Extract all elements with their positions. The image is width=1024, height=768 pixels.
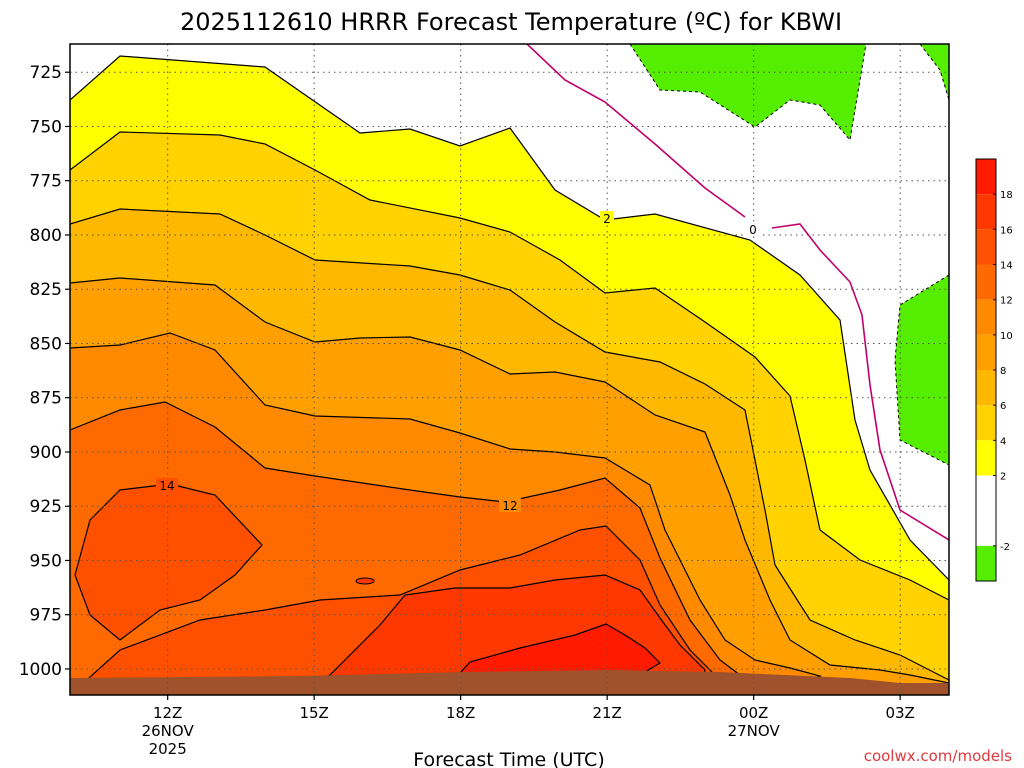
plot-frame — [69, 43, 950, 696]
colorbar-tick-label-0: 18 — [1000, 190, 1013, 201]
band-green-top-right — [919, 44, 949, 101]
contour-label-12: 12 — [502, 499, 517, 513]
contour-label-14: 14 — [159, 479, 174, 493]
x-tick-label-18: 18Z — [446, 704, 475, 722]
colorbar-tick-label-4: 10 — [1000, 331, 1013, 342]
y-tick-label-925: 925 — [30, 497, 62, 517]
x-tick-label-27: 03Z — [885, 704, 914, 722]
x-tick-label-21: 21Z — [592, 704, 621, 722]
y-tick-label-825: 825 — [30, 280, 62, 300]
y-tick-label-1000: 1000 — [19, 660, 62, 680]
x-tick-label-12: 12Z — [153, 704, 182, 722]
colorbar-tick-label-7: 4 — [1000, 436, 1006, 447]
y-tick-label-800: 800 — [30, 226, 62, 246]
y-tick-label-750: 750 — [30, 117, 62, 137]
colorbar-tick-label-1: 16 — [1000, 225, 1013, 236]
colorbar-bin-10 — [976, 545, 996, 581]
colorbar-tick-label-2: 14 — [1000, 261, 1013, 272]
colorbar-bin-9 — [976, 475, 996, 546]
temperature-field — [70, 44, 949, 695]
y-axis: 725 750 775 800 825 850 875 900 925 950 975 1000 — [19, 63, 70, 680]
contour-label-2: 2 — [603, 212, 611, 226]
x-tick-sublabel-24-0: 27NOV — [728, 722, 781, 740]
band-small-eddy — [355, 577, 375, 585]
colorbar-bin-4 — [976, 299, 996, 335]
x-tick-label-15: 15Z — [299, 704, 328, 722]
x-tick-label-24: 00Z — [739, 704, 768, 722]
colorbar-tick-label-3: 12 — [1000, 296, 1013, 307]
colorbar-bin-6 — [976, 370, 996, 406]
y-tick-label-850: 850 — [30, 334, 62, 354]
x-axis-label: Forecast Time (UTC) — [413, 749, 604, 768]
colorbar-bin-7 — [976, 405, 996, 441]
band-green-top — [629, 44, 867, 142]
grid — [70, 44, 949, 695]
credit-text: coolwx.com/models — [864, 747, 1012, 765]
freezing-line — [526, 44, 949, 541]
y-tick-label-950: 950 — [30, 551, 62, 571]
x-tick-sublabel-12-1: 2025 — [149, 740, 187, 758]
contour-label-0: 0 — [749, 223, 757, 237]
y-tick-label-725: 725 — [30, 63, 62, 83]
y-tick-label-875: 875 — [30, 389, 62, 409]
band-red-orange-left — [74, 483, 263, 641]
contour-labels: 14 12 2 0 — [156, 211, 760, 513]
colorbar-bin-8 — [976, 440, 996, 476]
colorbar-tick-label-6: 6 — [1000, 401, 1006, 412]
y-tick-label-900: 900 — [30, 443, 62, 463]
ground — [70, 670, 949, 695]
band-green-right — [894, 274, 949, 466]
colorbar-bin-0 — [976, 159, 996, 195]
colorbar: 18 16 14 12 10 8 6 4 2 -2 — [975, 158, 1013, 582]
colorbar-tick-label-9: -2 — [1000, 542, 1010, 553]
colorbar-bin-2 — [976, 229, 996, 265]
colorbar-bin-3 — [976, 264, 996, 300]
chart-title: 2025112610 HRRR Forecast Temperature (ºC… — [180, 8, 842, 36]
colorbar-tick-label-5: 8 — [1000, 366, 1006, 377]
colorbar-tick-label-8: 2 — [1000, 472, 1006, 483]
y-tick-label-975: 975 — [30, 606, 62, 626]
x-tick-sublabel-12-0: 26NOV — [142, 722, 195, 740]
colorbar-bin-1 — [976, 194, 996, 230]
y-tick-label-775: 775 — [30, 172, 62, 192]
colorbar-bin-5 — [976, 334, 996, 370]
